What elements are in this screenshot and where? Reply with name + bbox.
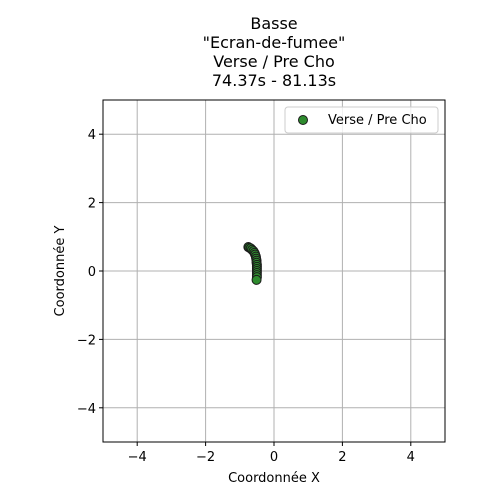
grid bbox=[103, 100, 445, 442]
y-tick-label-2: 0 bbox=[88, 265, 96, 280]
y-tick-label-3: 2 bbox=[88, 197, 96, 212]
legend-label: Verse / Pre Cho bbox=[328, 113, 427, 128]
x-tick-label-4: 4 bbox=[407, 450, 415, 465]
title-line-3: Verse / Pre Cho bbox=[213, 52, 335, 71]
title-line-2: "Ecran-de-fumee" bbox=[203, 33, 346, 52]
chart-title: Basse"Ecran-de-fumee"Verse / Pre Cho74.3… bbox=[203, 14, 346, 90]
title-line-4: 74.37s - 81.13s bbox=[212, 71, 336, 90]
y-tick-label-1: −2 bbox=[77, 333, 96, 348]
y-axis-label: Coordonnée Y bbox=[53, 226, 68, 317]
y-tick-label-4: 4 bbox=[88, 128, 96, 143]
x-tick-label-2: 0 bbox=[270, 450, 278, 465]
data-points bbox=[243, 242, 262, 285]
x-tick-label-3: 2 bbox=[338, 450, 346, 465]
y-tick-label-0: −4 bbox=[77, 402, 96, 417]
data-point bbox=[251, 274, 262, 285]
legend-marker bbox=[298, 115, 308, 125]
x-axis-label: Coordonnée X bbox=[228, 471, 320, 486]
legend: Verse / Pre Cho bbox=[284, 106, 439, 134]
title-line-1: Basse bbox=[250, 14, 297, 33]
x-tick-label-0: −4 bbox=[128, 450, 147, 465]
x-tick-label-1: −2 bbox=[196, 450, 215, 465]
axis-ticks: −4 −2 0 2 4 −4 −2 0 2 4 bbox=[77, 128, 415, 465]
legend-box bbox=[284, 106, 439, 134]
